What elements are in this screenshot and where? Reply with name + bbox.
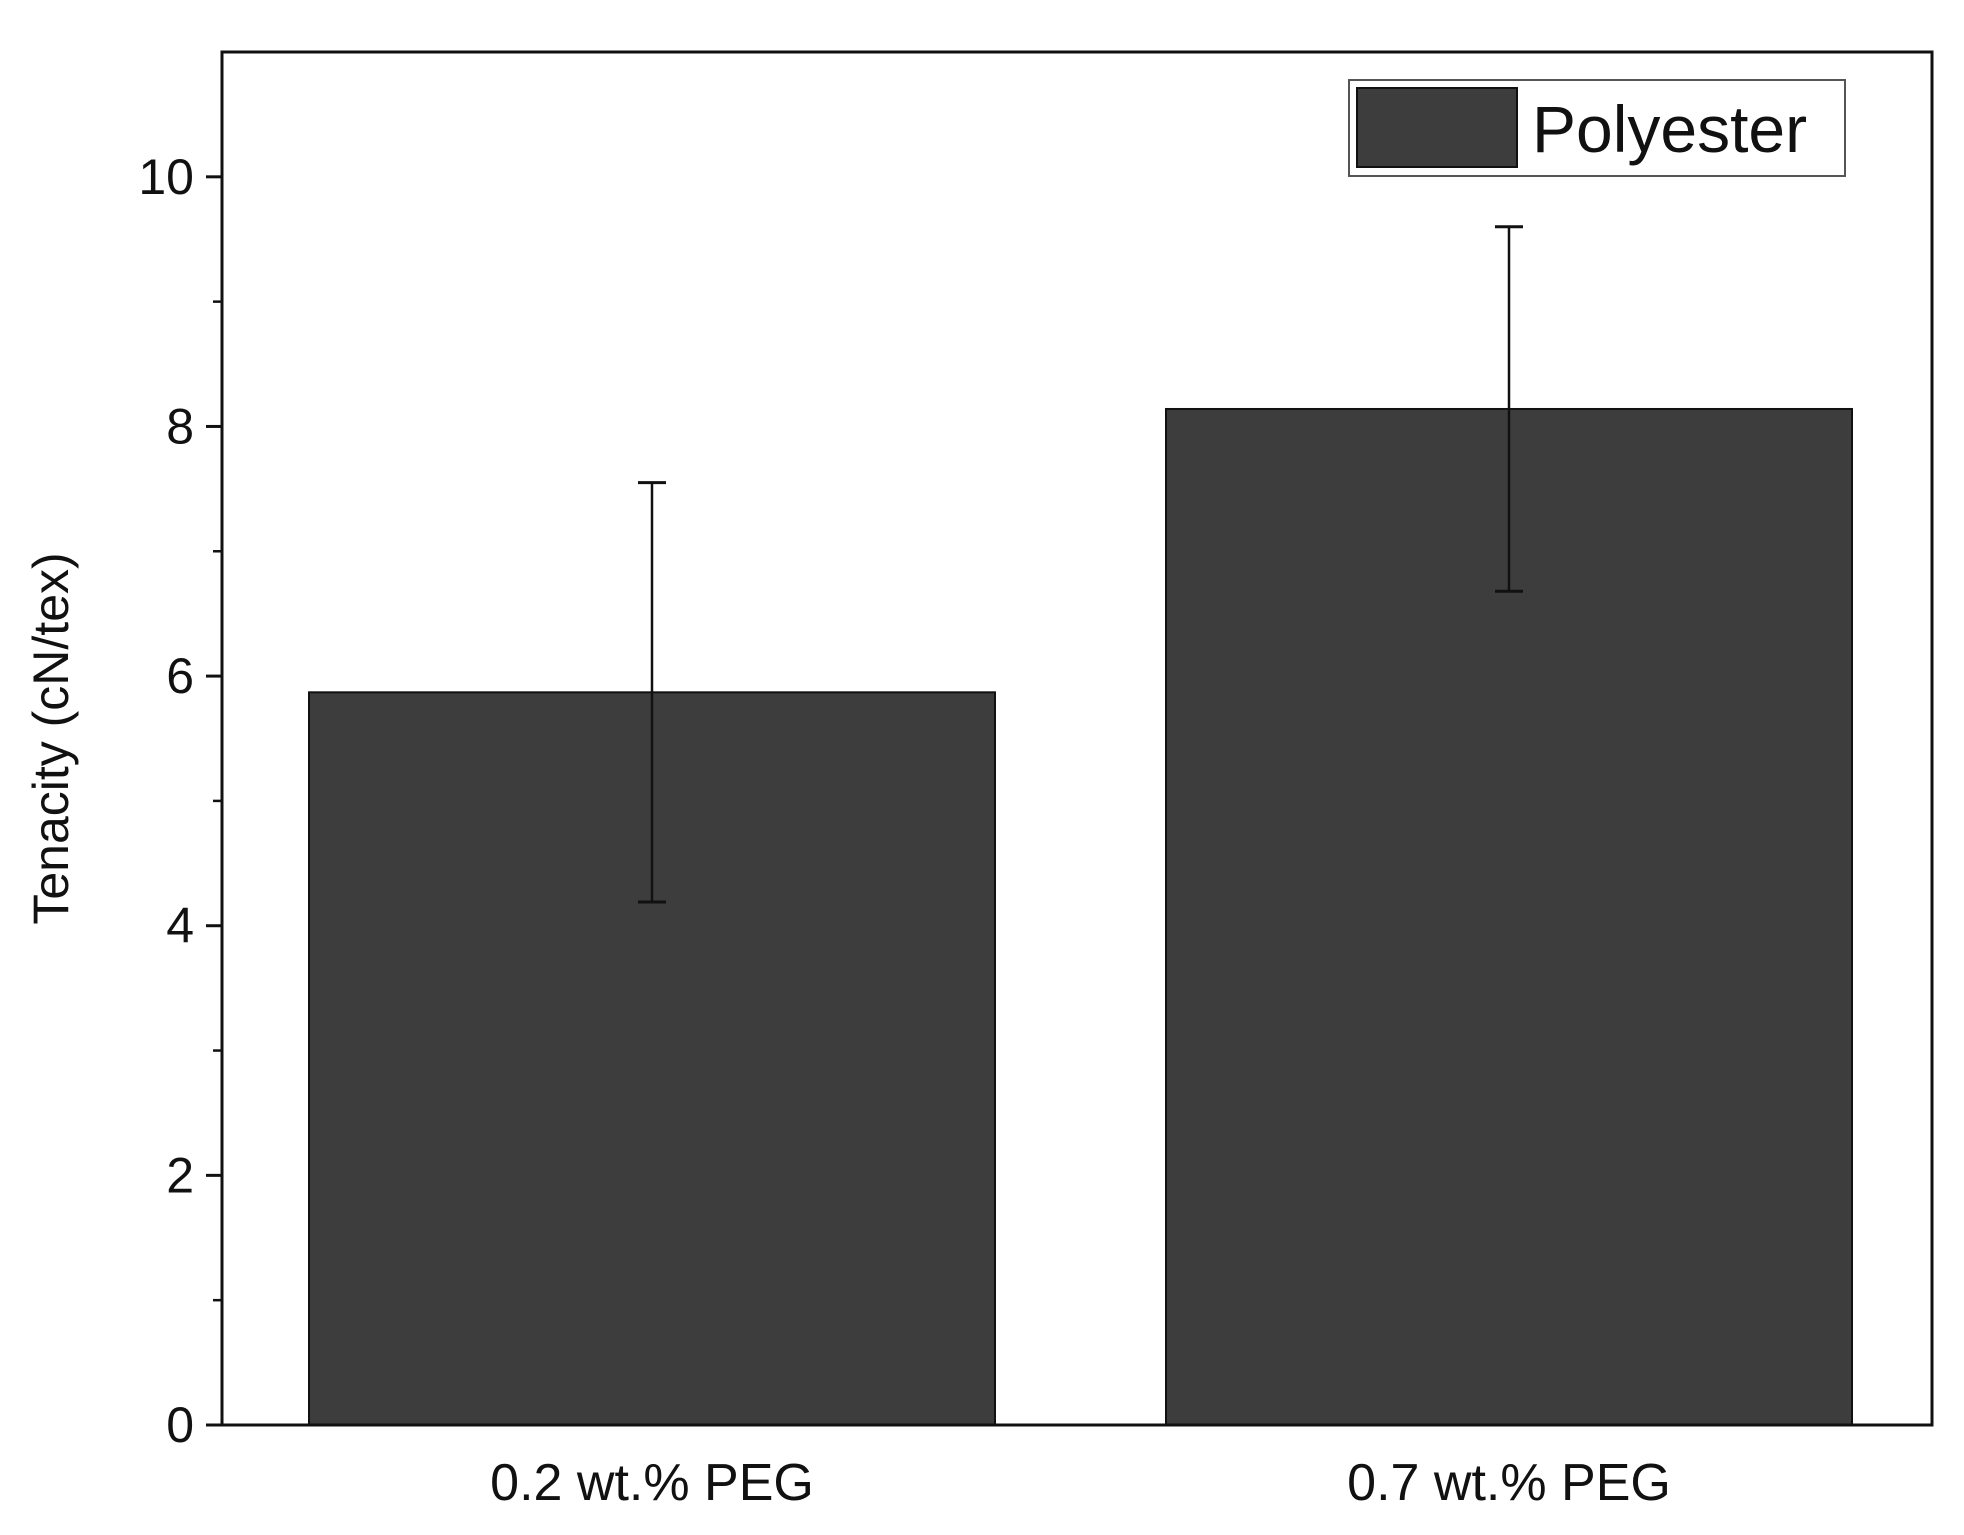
error-bar-2 [1495,225,1523,593]
y-tick-label: 2 [166,1147,194,1203]
y-axis-ticks: 0 2 4 6 8 10 [138,149,222,1453]
error-bars-layer [638,225,1523,904]
y-tick-label: 4 [166,898,194,954]
legend-label-polyester: Polyester [1532,92,1807,166]
bars-layer [308,407,1853,1427]
y-tick-label: 0 [166,1397,194,1453]
y-tick-label: 6 [166,648,194,704]
error-bar-1 [638,481,666,904]
y-tick-label: 8 [166,398,194,454]
x-category-label: 0.2 wt.% PEG [490,1454,814,1512]
x-axis-labels: 0.2 wt.% PEG 0.7 wt.% PEG [490,1454,1671,1512]
plot-frame [220,50,1934,1427]
x-category-label: 0.7 wt.% PEG [1347,1454,1671,1512]
legend-swatch-polyester [1356,87,1518,168]
y-axis-title: Tenacity (cN/tex) [23,552,79,924]
legend: Polyester [1348,79,1846,177]
y-tick-label: 10 [138,149,194,205]
